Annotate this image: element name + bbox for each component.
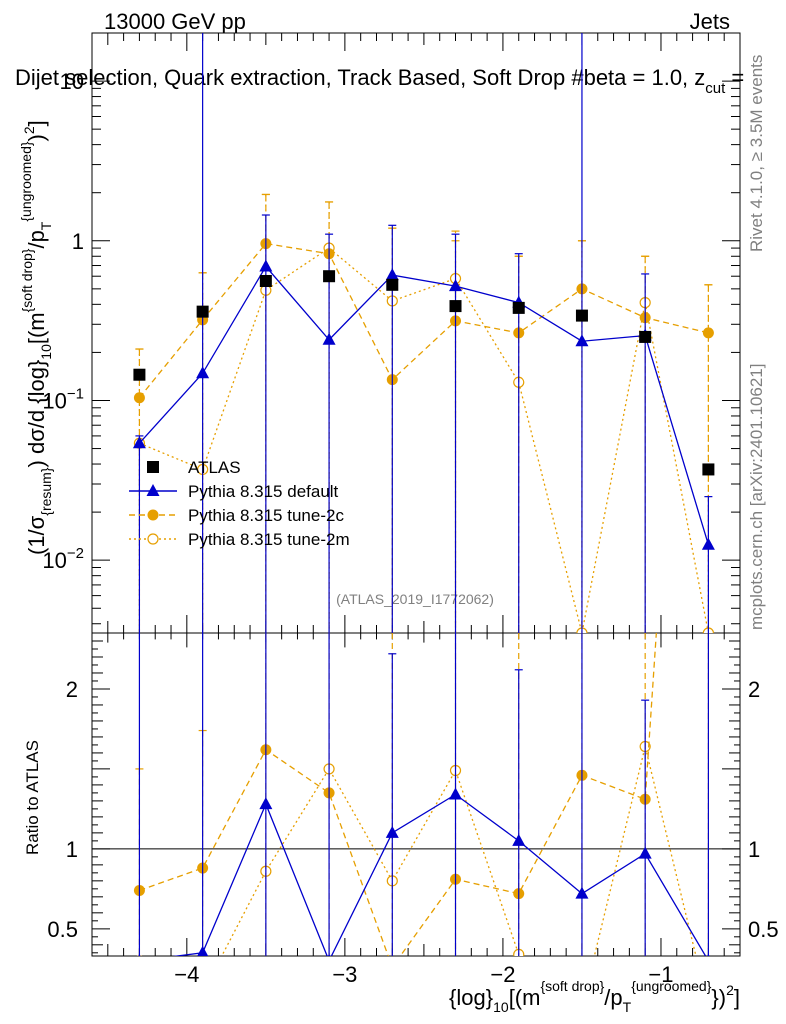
series-tune2m-ratio	[136, 740, 697, 1012]
ratio-y-tick-label-right: 2	[748, 677, 760, 702]
legend-entry: Pythia 8.315 tune-2m	[129, 530, 350, 549]
y-tick-label: 1	[72, 229, 84, 254]
data-point	[702, 327, 714, 339]
data-point	[577, 1002, 587, 1012]
legend-entry: ATLAS	[147, 458, 241, 477]
y-tick-label: 10−1	[42, 385, 84, 413]
ratio-y-tick-label: 2	[66, 677, 78, 702]
y-tick-label: 10	[60, 69, 84, 94]
series-default-ratio	[138, 633, 710, 956]
ratio-frame	[91, 632, 741, 957]
legend-entry: Pythia 8.315 default	[129, 482, 339, 501]
legend-marker	[147, 533, 159, 545]
series-line	[221, 746, 697, 956]
data-point	[707, 953, 710, 956]
x-tick-label: −2	[490, 962, 515, 987]
data-point	[575, 309, 588, 322]
data-point	[259, 274, 272, 287]
series-line	[172, 793, 707, 956]
ratio-plot-area	[133, 633, 710, 1012]
x-tick-label: −3	[332, 962, 357, 987]
data-point	[259, 259, 273, 272]
mcplots-label: mcplots.cern.ch [arXiv:2401.10621]	[747, 364, 766, 630]
data-point	[133, 392, 145, 404]
legend-marker	[146, 484, 160, 496]
series-line	[139, 633, 657, 956]
data-point	[385, 268, 399, 281]
ratio-y-tick-label: 1	[66, 837, 78, 862]
data-point	[322, 332, 336, 345]
legend-entry: Pythia 8.315 tune-2c	[129, 506, 344, 525]
data-point	[198, 988, 208, 998]
data-point	[449, 787, 463, 800]
data-point	[386, 278, 399, 291]
ratio-y-label: Ratio to ATLAS	[23, 740, 42, 855]
legend-marker	[147, 461, 159, 473]
data-point	[701, 537, 715, 550]
series-line	[139, 247, 710, 633]
data-point	[259, 797, 273, 810]
data-point	[639, 330, 652, 343]
ratio-y-tick-label-right: 1	[748, 837, 760, 862]
x-tick-label: −4	[174, 962, 199, 987]
x-tick-label: −1	[648, 962, 673, 987]
ratio-y-tick-label: 0.5	[47, 917, 78, 942]
header-left: 13000 GeV pp	[104, 9, 246, 34]
main-axes: 10−2 10−1 1 10	[42, 32, 740, 633]
plot-title-tail: =	[725, 65, 744, 90]
data-point	[323, 270, 336, 283]
data-point	[387, 962, 398, 973]
data-point	[575, 334, 589, 347]
data-point	[327, 953, 331, 956]
data-point	[136, 955, 143, 956]
legend-label: Pythia 8.315 default	[188, 482, 339, 501]
series-line	[138, 265, 710, 545]
y-axis-title: (1/σ{resum}) dσ/d {log}10[(m{soft drop}/…	[18, 120, 54, 555]
legend-label: Pythia 8.315 tune-2c	[188, 506, 344, 525]
data-point	[512, 301, 525, 314]
data-point	[133, 368, 146, 381]
data-point	[132, 436, 146, 449]
y-tick-label: 10−2	[42, 545, 84, 573]
ratio-axes: −4 −3 −2 −1 0.5 0.5 1 1 2 2	[47, 632, 779, 987]
data-point	[575, 886, 589, 899]
data-point	[702, 463, 715, 476]
data-point	[196, 305, 209, 318]
analysis-ref: (ATLAS_2019_I1772062)	[336, 591, 494, 607]
data-point	[197, 945, 209, 956]
data-point	[385, 825, 399, 838]
rivet-label: Rivet 4.1.0, ≥ 3.5M events	[747, 55, 766, 252]
legend-label: ATLAS	[188, 458, 241, 477]
legend-marker	[147, 509, 159, 521]
data-point	[449, 279, 463, 292]
series-line	[138, 242, 709, 399]
data-point	[196, 366, 210, 379]
header-right: Jets	[690, 9, 730, 34]
series-default-main	[132, 33, 715, 633]
ratio-y-tick-label-right: 0.5	[748, 917, 779, 942]
series-data-main	[133, 270, 715, 476]
plot-title: Dijet selection, Quark extraction, Track…	[15, 65, 744, 97]
data-point	[512, 833, 526, 846]
data-point	[138, 953, 141, 956]
legend-label: Pythia 8.315 tune-2m	[188, 530, 350, 549]
legend: ATLAS Pythia 8.315 default Pythia 8.315 tu…	[129, 458, 350, 549]
series-tune2c-main	[133, 193, 714, 633]
data-point	[638, 846, 652, 859]
data-point	[449, 300, 462, 313]
main-plot-area	[132, 33, 715, 633]
series-tune2m-main	[133, 193, 714, 633]
plot-title-subscript: cut	[705, 80, 726, 97]
